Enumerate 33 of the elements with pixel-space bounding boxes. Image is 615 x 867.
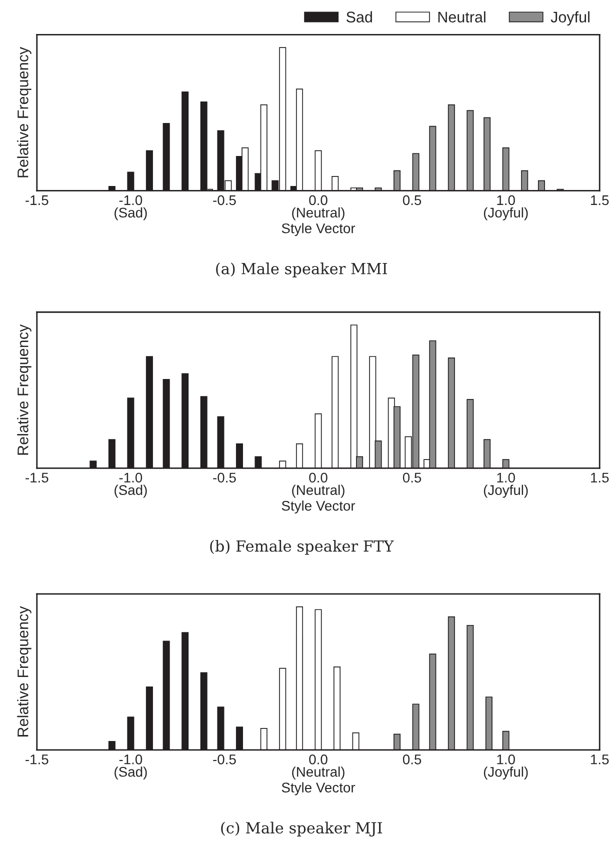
x-tick-label: 0.0 (Neutral) [292, 754, 344, 780]
y-axis-title: Relative Frequency [17, 324, 32, 455]
x-tick-label: 1.0 (Joyful) [484, 472, 528, 498]
x-tick-label: -0.5 [213, 195, 236, 206]
x-tick-label: -0.5 [213, 472, 236, 483]
x-tick-label: -1.5 [26, 472, 48, 483]
text: (b) Female speaker FTY [210, 540, 394, 555]
x-tick-label: -1.5 [26, 195, 48, 206]
x-tick-label: -1.0 (Sad) [114, 754, 147, 780]
x-tick-label: 1.5 [591, 195, 609, 206]
x-tick-label: 0.5 [402, 754, 422, 764]
y-axis-title: Relative Frequency [17, 46, 32, 178]
x-tick-label: 0.0 (Neutral) [292, 195, 344, 220]
x-axis-title: Style Vector [282, 782, 356, 796]
x-tick-label: -1.0 (Sad) [114, 195, 147, 220]
legend-label: Joyful [550, 11, 590, 26]
x-tick-label: 0.5 [402, 472, 422, 483]
x-tick-label: 1.0 (Joyful) [484, 754, 528, 780]
text: (a) Male speaker MMI [216, 262, 388, 278]
x-tick-label: 1.5 [591, 472, 609, 483]
x-tick-label: 1.0 (Joyful) [484, 195, 528, 220]
legend-label: Sad [346, 11, 372, 22]
x-tick-label: 0.5 [402, 195, 422, 206]
x-tick-label: -1.5 [26, 754, 48, 764]
legend-label: Neutral [438, 11, 486, 22]
x-axis-title: Style Vector [282, 500, 356, 514]
x-tick-label: -1.0 (Sad) [114, 472, 147, 498]
x-tick-label: 1.5 [591, 754, 609, 764]
x-axis-title: Style Vector [282, 223, 356, 236]
text: (c) Male speaker MJI [221, 822, 382, 837]
x-tick-label: 0.0 (Neutral) [292, 472, 344, 498]
x-tick-label: -0.5 [213, 754, 236, 764]
y-axis-title: Relative Frequency [17, 606, 32, 736]
